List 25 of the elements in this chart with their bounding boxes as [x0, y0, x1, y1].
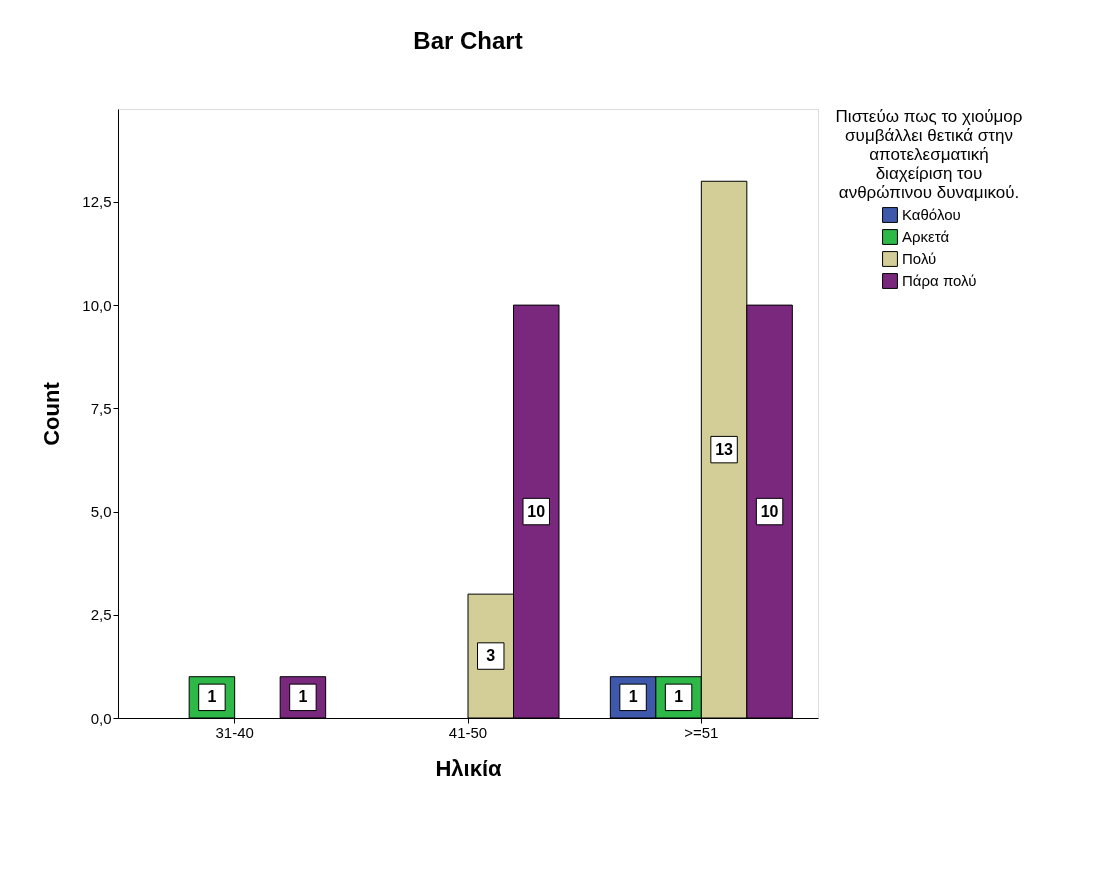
data-label: 1 [298, 688, 308, 706]
chart-title: Bar Chart [413, 27, 523, 54]
x-tick-label: >=51 [684, 723, 719, 741]
x-axis-title: Ηλικία [435, 755, 503, 781]
data-label: 1 [628, 688, 638, 706]
legend-title: Πιστεύω πως το χιούμορ συμβάλλει θετικά στην αποτελεσματική διαχείριση του ανθρώπινου δυναμικού. [835, 107, 1023, 202]
legend-label: Αρκετά [902, 228, 950, 245]
data-label: 10 [527, 502, 546, 520]
y-tick-label: 5,0 [90, 503, 112, 521]
legend-label: Πολύ [902, 250, 937, 267]
data-label: 3 [486, 647, 496, 665]
y-tick-label: 0,0 [90, 709, 112, 727]
legend-label: Καθόλου [902, 206, 961, 223]
y-tick-label: 10,0 [82, 296, 112, 314]
y-tick-label: 12,5 [82, 193, 112, 211]
x-tick-label: 31-40 [215, 723, 254, 741]
y-tick-label: 2,5 [90, 606, 112, 624]
y-axis-title: Count [39, 381, 65, 446]
legend-label: Πάρα πολύ [902, 272, 977, 289]
x-tick-label: 41-50 [448, 723, 488, 741]
data-label: 1 [207, 688, 217, 706]
data-label: 10 [760, 502, 779, 520]
data-label: 1 [674, 688, 684, 706]
y-tick-label: 7,5 [90, 399, 112, 417]
data-label: 13 [715, 440, 734, 458]
